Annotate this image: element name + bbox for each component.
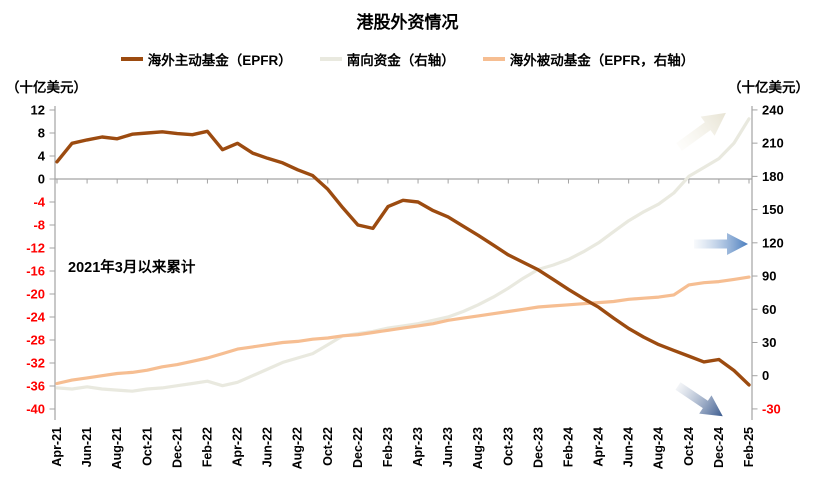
right-axis-unit-label: （十亿美元） [728,80,809,95]
svg-text:-40: -40 [26,402,45,417]
svg-text:Feb-23: Feb-23 [381,427,395,467]
legend-swatch-southbound [319,57,342,61]
series-line-2 [55,275,751,386]
svg-text:90: 90 [762,269,776,284]
svg-text:Dec-22: Dec-22 [351,427,365,468]
series-line-0 [55,129,751,387]
svg-text:120: 120 [762,235,784,250]
svg-text:Aug-21: Aug-21 [110,427,124,469]
chart-legend: 海外主动基金（EPFR） 南向资金（右轴） 海外被动基金（EPFR，右轴） [0,49,815,69]
svg-text:30: 30 [762,335,776,350]
svg-text:-36: -36 [26,379,45,394]
svg-text:Apr-24: Apr-24 [592,427,606,467]
svg-text:Dec-23: Dec-23 [531,427,545,468]
svg-text:-16: -16 [26,264,45,279]
svg-text:-28: -28 [26,333,45,348]
left-axis-unit-label: （十亿美元） [6,80,87,95]
legend-item-southbound: 南向资金（右轴） [319,49,455,69]
svg-text:Feb-25: Feb-25 [742,427,756,467]
svg-text:Jun-21: Jun-21 [80,427,94,467]
series-line-1 [55,117,751,393]
svg-text:Feb-22: Feb-22 [200,427,214,467]
zero-axis [55,178,752,184]
svg-text:-20: -20 [26,287,45,302]
southbound-surge-up-arrow [676,112,726,151]
svg-text:Jun-22: Jun-22 [261,427,275,467]
active-outflow-down-arrow [675,382,723,417]
svg-text:Jun-23: Jun-23 [441,427,455,467]
legend-item-passive-funds: 海外被动基金（EPFR，右轴） [482,49,695,69]
svg-text:Oct-24: Oct-24 [682,427,696,466]
svg-text:60: 60 [762,302,776,317]
legend-label-passive-funds: 海外被动基金（EPFR，右轴） [509,53,695,68]
svg-text:4: 4 [38,149,46,164]
svg-text:Oct-22: Oct-22 [321,427,335,466]
passive-steady-right-arrow [694,233,748,255]
legend-item-active-funds: 海外主动基金（EPFR） [120,49,292,69]
svg-text:-30: -30 [762,401,781,416]
legend-label-southbound: 南向资金（右轴） [346,53,455,68]
legend-swatch-active-funds [120,57,143,61]
svg-text:-12: -12 [26,241,45,256]
left-axis: 12 8 4 0 -4 -8 -12 -16 -20 -24 -28 -32 -36 -40 [26,103,56,420]
svg-text:150: 150 [762,202,784,217]
chart-annotation: 2021年3月以来累计 [68,258,196,276]
chart-title: 港股外资情况 [356,13,459,32]
svg-text:-24: -24 [26,310,46,325]
svg-text:Aug-24: Aug-24 [652,427,666,469]
svg-text:Jun-24: Jun-24 [622,427,636,467]
svg-text:Apr-22: Apr-22 [231,427,245,467]
svg-text:240: 240 [762,102,784,117]
svg-text:Oct-23: Oct-23 [501,427,515,466]
svg-text:Feb-24: Feb-24 [561,427,575,467]
svg-text:Aug-23: Aug-23 [471,427,485,469]
svg-text:8: 8 [38,126,45,141]
svg-text:Dec-21: Dec-21 [170,427,184,468]
legend-swatch-passive-funds [482,57,505,61]
legend-label-active-funds: 海外主动基金（EPFR） [147,53,292,68]
svg-text:-8: -8 [33,218,45,233]
svg-text:-4: -4 [33,195,45,210]
svg-text:Oct-21: Oct-21 [140,427,154,466]
svg-text:Aug-22: Aug-22 [291,427,305,469]
svg-text:Apr-21: Apr-21 [50,427,64,467]
svg-text:-32: -32 [26,356,45,371]
svg-text:210: 210 [762,136,784,151]
svg-text:0: 0 [762,368,769,383]
svg-text:Apr-23: Apr-23 [411,427,425,467]
svg-text:0: 0 [38,172,45,187]
svg-text:12: 12 [31,103,45,118]
x-axis-labels: Apr-21 Jun-21 Aug-21 Oct-21 Dec-21 Feb-22 Apr-… [50,427,756,469]
svg-text:180: 180 [762,169,784,184]
right-axis: 240 210 180 150 120 90 60 30 0 -30 [751,102,784,420]
svg-text:Dec-24: Dec-24 [712,427,726,468]
